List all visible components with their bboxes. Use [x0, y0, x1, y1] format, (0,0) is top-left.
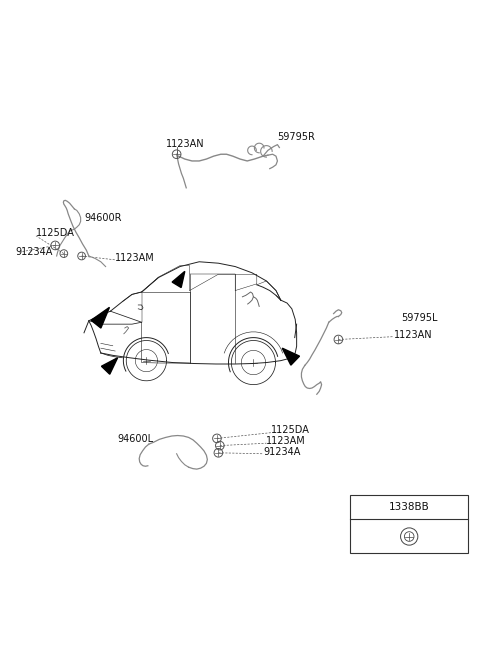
Polygon shape	[282, 348, 300, 365]
Text: 59795L: 59795L	[401, 313, 437, 323]
Text: 59795R: 59795R	[277, 132, 315, 142]
Text: 1123AM: 1123AM	[115, 253, 155, 263]
Text: 1123AN: 1123AN	[394, 329, 432, 340]
Text: 1123AM: 1123AM	[266, 436, 306, 445]
Text: 91234A: 91234A	[15, 247, 53, 257]
FancyBboxPatch shape	[350, 495, 468, 552]
Text: 91234A: 91234A	[263, 447, 300, 457]
Text: 94600R: 94600R	[84, 213, 121, 223]
Text: 1125DA: 1125DA	[271, 424, 310, 434]
Polygon shape	[91, 308, 109, 328]
Text: 1123AN: 1123AN	[166, 140, 204, 150]
Text: 94600L: 94600L	[118, 434, 154, 444]
Text: 1338BB: 1338BB	[389, 502, 430, 512]
Polygon shape	[101, 358, 118, 374]
Text: 1125DA: 1125DA	[36, 228, 75, 237]
Polygon shape	[172, 272, 185, 287]
